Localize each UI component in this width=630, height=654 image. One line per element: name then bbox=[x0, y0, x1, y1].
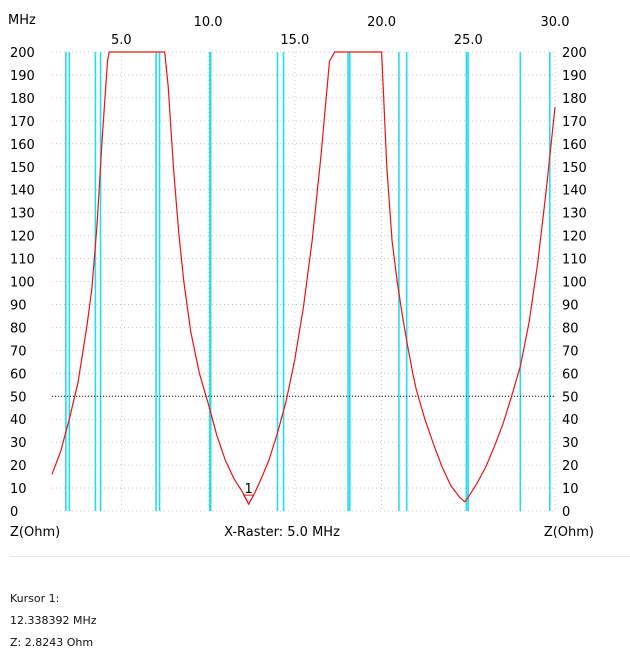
y-tick-label-left: 180 bbox=[10, 92, 35, 107]
y-tick-label-left: 190 bbox=[10, 69, 35, 84]
y-tick-label-right: 180 bbox=[562, 92, 587, 107]
y-tick-label-right: 90 bbox=[562, 298, 579, 313]
y-tick-label-left: 30 bbox=[10, 436, 27, 451]
y-tick-label-left: 150 bbox=[10, 161, 35, 176]
left-axis-label: Z(Ohm) bbox=[10, 525, 60, 540]
y-tick-label-left: 110 bbox=[10, 253, 35, 268]
y-tick-label-left: 20 bbox=[10, 459, 27, 474]
x-tick-label: 15.0 bbox=[280, 33, 309, 48]
x-tick-label: 5.0 bbox=[111, 33, 132, 48]
y-tick-label-left: 0 bbox=[10, 505, 18, 520]
grid bbox=[52, 51, 556, 512]
y-tick-label-left: 90 bbox=[10, 298, 27, 313]
cursor-triangle bbox=[242, 494, 255, 506]
x-tick-label: 25.0 bbox=[454, 33, 483, 48]
cursor-frequency: 12.338392 MHz bbox=[10, 614, 97, 627]
y-tick-label-left: 120 bbox=[10, 230, 35, 245]
cursor-marker-label: 1 bbox=[245, 482, 253, 497]
y-tick-label-right: 10 bbox=[562, 482, 579, 497]
cursor-marker[interactable]: 1 bbox=[242, 482, 255, 506]
y-tick-label-right: 40 bbox=[562, 413, 579, 428]
y-tick-label-left: 200 bbox=[10, 46, 35, 61]
y-tick-label-left: 140 bbox=[10, 184, 35, 199]
x-tick-label: 20.0 bbox=[367, 15, 396, 30]
y-tick-label-left: 50 bbox=[10, 390, 27, 405]
y-tick-label-right: 150 bbox=[562, 161, 587, 176]
y-tick-label-left: 100 bbox=[10, 276, 35, 291]
cursor-info-panel: Kursor 1: 12.338392 MHz Z: 2.8243 Ohm bbox=[10, 588, 97, 654]
y-tick-label-left: 40 bbox=[10, 413, 27, 428]
y-tick-label-right: 130 bbox=[562, 207, 587, 222]
y-tick-label-left: 80 bbox=[10, 321, 27, 336]
unit-label: MHz bbox=[8, 13, 36, 28]
y-tick-label-right: 200 bbox=[562, 46, 587, 61]
y-tick-label-left: 160 bbox=[10, 138, 35, 153]
y-tick-label-left: 170 bbox=[10, 115, 35, 130]
y-tick-label-left: 130 bbox=[10, 207, 35, 222]
y-tick-label-right: 70 bbox=[562, 344, 579, 359]
y-tick-label-left: 70 bbox=[10, 344, 27, 359]
impedance-chart: 0 0 10 10 20 20 30 30 40 40 50 50 60 60 70 70 80 80 90 90 10… bbox=[8, 13, 594, 540]
y-tick-label-right: 20 bbox=[562, 459, 579, 474]
x-tick-label: 10.0 bbox=[194, 15, 223, 30]
axis-labels: 0 0 10 10 20 20 30 30 40 40 50 50 60 60 70 70 80 80 90 90 10… bbox=[10, 15, 587, 520]
cursor-title: Kursor 1: bbox=[10, 592, 60, 605]
y-tick-label-left: 60 bbox=[10, 367, 27, 382]
y-tick-label-right: 120 bbox=[562, 230, 587, 245]
separator bbox=[10, 556, 630, 557]
cursor-impedance: Z: 2.8243 Ohm bbox=[10, 636, 94, 649]
y-tick-label-right: 100 bbox=[562, 276, 587, 291]
y-tick-label-right: 80 bbox=[562, 321, 579, 336]
y-tick-label-right: 0 bbox=[562, 505, 570, 520]
y-tick-label-left: 10 bbox=[10, 482, 27, 497]
y-tick-label-right: 30 bbox=[562, 436, 579, 451]
right-axis-label: Z(Ohm) bbox=[544, 525, 594, 540]
impedance-trace bbox=[51, 51, 556, 506]
y-tick-label-right: 160 bbox=[562, 138, 587, 153]
x-raster-label: X-Raster: 5.0 MHz bbox=[224, 525, 340, 540]
y-tick-label-right: 140 bbox=[562, 184, 587, 199]
band-markers bbox=[65, 52, 551, 511]
y-tick-label-right: 110 bbox=[562, 253, 587, 268]
y-tick-label-right: 190 bbox=[562, 69, 587, 84]
y-tick-label-right: 50 bbox=[562, 390, 579, 405]
y-tick-label-right: 170 bbox=[562, 115, 587, 130]
y-tick-label-right: 60 bbox=[562, 367, 579, 382]
x-tick-label: 30.0 bbox=[541, 15, 570, 30]
